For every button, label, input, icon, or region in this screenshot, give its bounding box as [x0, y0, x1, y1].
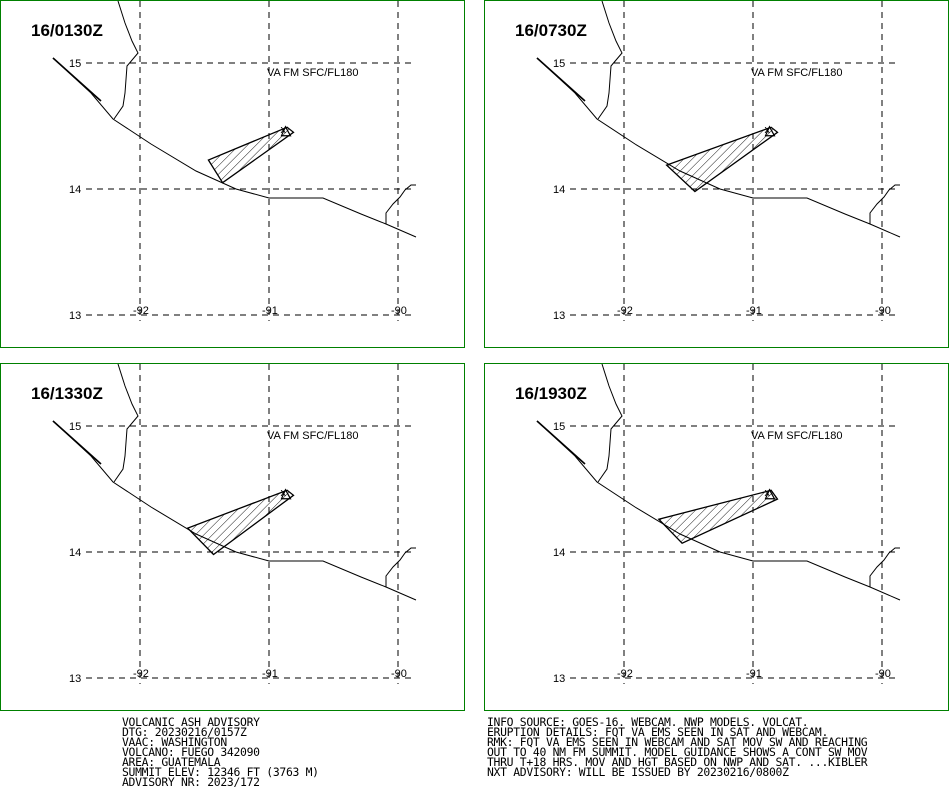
lat-tick-label: 13 — [553, 673, 565, 685]
map-panel-4: 15 14 13 -92 -91 -90 x 16/1930Z VA FM SFC/FL180 — [484, 363, 949, 711]
map-canvas: 15 14 13 -92 -91 -90 x 16/0130Z VA FM SFC/FL180 — [31, 1, 417, 322]
lat-tick-label: 14 — [553, 184, 565, 196]
coastline — [536, 57, 901, 238]
lon-tick-label: -91 — [746, 668, 762, 680]
lat-tick-label: 15 — [69, 421, 81, 433]
lon-tick-label: -91 — [262, 668, 278, 680]
advisory-line: ADVISORY NR: 2023/172 — [122, 775, 260, 789]
volcano-icon — [280, 488, 292, 500]
volcano-x-icon: x — [280, 487, 286, 499]
advisory-remark-line: THRU T+18 HRS. MOV AND HGT BASED ON NWP … — [487, 755, 868, 769]
panel-time-label: 16/0130Z — [31, 21, 103, 40]
panel-time-label: 16/0730Z — [515, 21, 587, 40]
coastline-detail — [52, 57, 102, 102]
border-el-salvador — [869, 184, 900, 224]
ash-cloud-polygon — [665, 126, 779, 193]
border-el-salvador — [385, 547, 416, 587]
lon-tick-label: -91 — [746, 305, 762, 317]
ash-cloud-polygon — [657, 489, 779, 544]
advisory-remark-line: RMK: FQT VA EMS SEEN IN WEBCAM AND SAT M… — [487, 735, 868, 749]
advisory-line: VOLCANIC ASH ADVISORY — [122, 715, 260, 729]
advisory-line: AREA: GUATEMALA — [122, 755, 221, 769]
border-el-salvador — [385, 184, 416, 224]
lon-tick-label: -90 — [391, 668, 407, 680]
coastline — [52, 420, 417, 601]
lon-tick-label: -92 — [133, 668, 149, 680]
lat-tick-label: 14 — [553, 547, 565, 559]
advisory-line: SUMMIT ELEV: 12346 FT (3763 M) — [122, 765, 319, 779]
lat-tick-label: 14 — [69, 547, 81, 559]
advisory-text-right: INFO SOURCE: GOES-16. WEBCAM. NWP MODELS… — [487, 715, 868, 779]
lat-tick-label: 15 — [553, 58, 565, 70]
ash-cloud-polygon — [186, 489, 295, 556]
lon-tick-label: -92 — [133, 305, 149, 317]
map-panel-2: 15 14 13 -92 -91 -90 x 16/0730Z VA FM SFC/FL180 — [484, 0, 949, 348]
coastline-detail — [536, 420, 586, 465]
advisory-remark-line: NXT ADVISORY: WILL BE ISSUED BY 20230216… — [487, 765, 789, 779]
ash-level-label: VA FM SFC/FL180 — [751, 430, 843, 442]
lat-tick-label: 15 — [553, 421, 565, 433]
advisory-remark-line: ERUPTION DETAILS: FQT VA EMS SEEN IN SAT… — [487, 725, 829, 739]
volcano-icon — [764, 125, 776, 137]
ash-level-label: VA FM SFC/FL180 — [267, 67, 359, 79]
volcano-icon — [764, 488, 776, 500]
lon-tick-label: -92 — [617, 305, 633, 317]
map-canvas: 15 14 13 -92 -91 -90 x 16/1930Z VA FM SFC/FL180 — [515, 364, 901, 685]
panel-time-label: 16/1330Z — [31, 384, 103, 403]
border-mexico — [597, 1, 623, 120]
lat-tick-label: 13 — [69, 673, 81, 685]
volcano-x-icon: x — [764, 487, 770, 499]
map-canvas: 15 14 13 -92 -91 -90 x 16/0730Z VA FM SFC/FL180 — [515, 1, 901, 322]
map-panel-3: 15 14 13 -92 -91 -90 x 16/1330Z VA FM SFC/FL180 — [0, 363, 465, 711]
advisory-remark-line: INFO SOURCE: GOES-16. WEBCAM. NWP MODELS… — [487, 715, 809, 729]
border-mexico — [113, 1, 139, 120]
map-panel-1: 15 14 13 -92 -91 -90 x 16/0130Z VA FM SFC/FL180 — [0, 0, 465, 348]
lon-tick-label: -90 — [875, 305, 891, 317]
panel-time-label: 16/1930Z — [515, 384, 587, 403]
map-canvas: 15 14 13 -92 -91 -90 x 16/1330Z VA FM SFC/FL180 — [31, 364, 417, 685]
lon-tick-label: -90 — [391, 305, 407, 317]
ash-level-label: VA FM SFC/FL180 — [267, 430, 359, 442]
coastline — [52, 57, 417, 238]
lat-tick-label: 14 — [69, 184, 81, 196]
coastline-detail — [536, 57, 586, 102]
coastline — [536, 420, 901, 601]
advisory-line: VOLCANO: FUEGO 342090 — [122, 745, 260, 759]
ash-cloud-polygon — [207, 126, 295, 184]
border-el-salvador — [869, 547, 900, 587]
volcano-x-icon: x — [764, 124, 770, 136]
advisory-text-left: VOLCANIC ASH ADVISORY DTG: 20230216/0157Z… — [122, 715, 319, 789]
lon-tick-label: -90 — [875, 668, 891, 680]
border-mexico — [597, 364, 623, 483]
coastline-detail — [52, 420, 102, 465]
lon-tick-label: -91 — [262, 305, 278, 317]
lat-tick-label: 13 — [69, 310, 81, 322]
volcano-icon — [280, 125, 292, 137]
lon-tick-label: -92 — [617, 668, 633, 680]
advisory-remark-line: OUT TO 40 NM FM SUMMIT. MODEL GUIDANCE S… — [487, 745, 868, 759]
advisory-line: DTG: 20230216/0157Z — [122, 725, 247, 739]
ash-level-label: VA FM SFC/FL180 — [751, 67, 843, 79]
advisory-line: VAAC: WASHINGTON — [122, 735, 227, 749]
lat-tick-label: 15 — [69, 58, 81, 70]
border-mexico — [113, 364, 139, 483]
lat-tick-label: 13 — [553, 310, 565, 322]
volcano-x-icon: x — [280, 124, 286, 136]
